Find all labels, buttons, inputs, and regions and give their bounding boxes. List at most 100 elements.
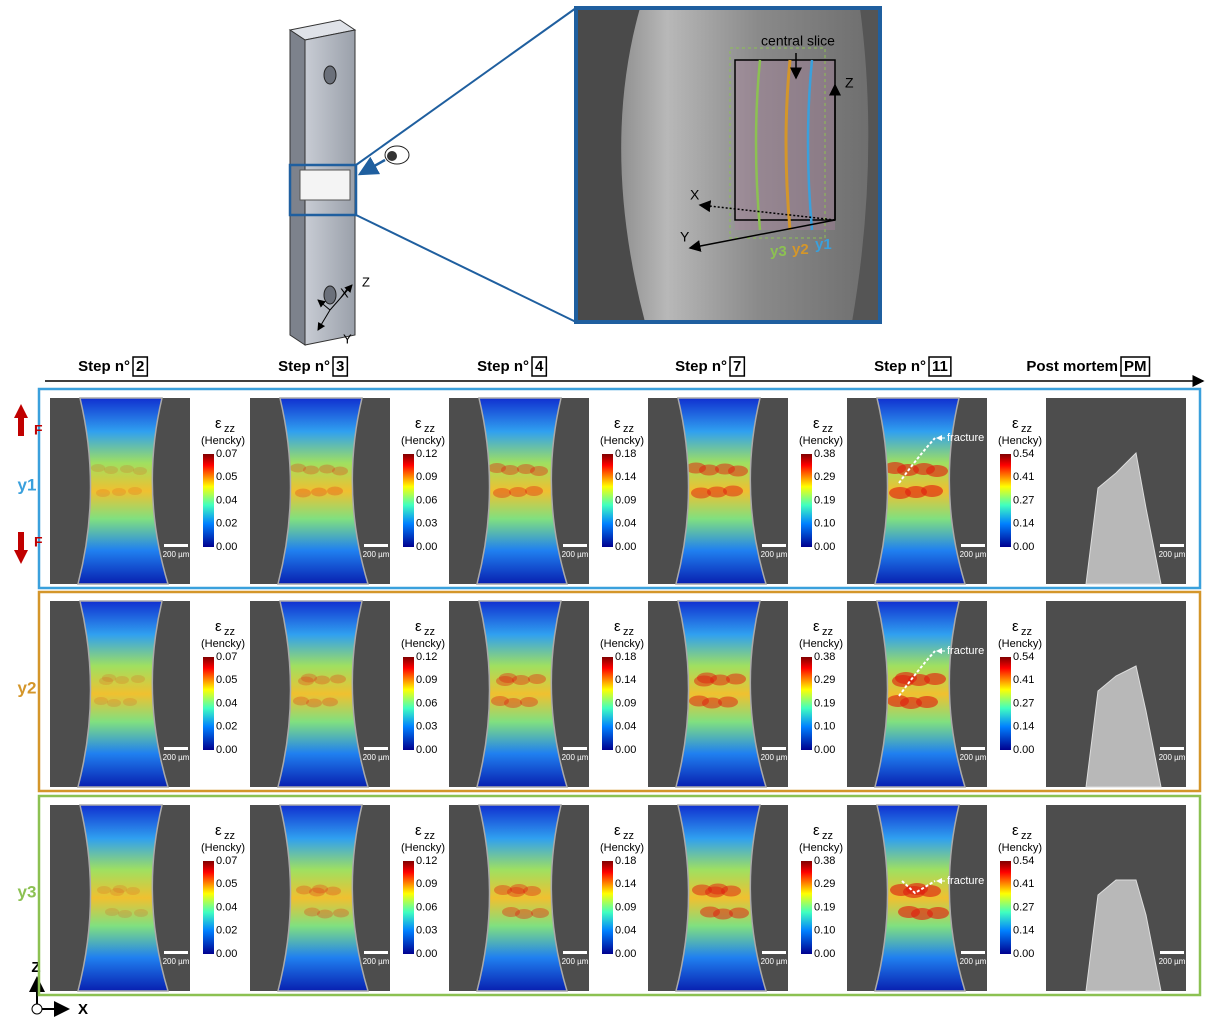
colorbar-tick: 0.00 — [216, 541, 237, 553]
hot-spot — [113, 885, 127, 893]
step-number: 4 — [535, 358, 544, 375]
edge — [277, 397, 370, 585]
edge — [476, 600, 569, 788]
colorbar-tick: 0.09 — [615, 697, 636, 709]
edge — [675, 397, 768, 585]
hot-spot — [97, 886, 111, 894]
step-label: Step n° — [78, 358, 130, 375]
hot-spot — [330, 674, 346, 684]
zoom-panel: central slice Z X Y y3 y2 y1 — [574, 6, 882, 324]
axis-label: Y — [343, 331, 352, 346]
colorbar-tick: 0.03 — [416, 925, 437, 937]
fracture-label: fracture — [947, 875, 984, 887]
edge — [277, 804, 370, 992]
colorbar-tick: 0.00 — [216, 948, 237, 960]
colorbar-subscript: zz — [1021, 830, 1032, 842]
colorbar-subscript: zz — [623, 423, 634, 435]
colorbar-tick: 0.10 — [814, 925, 835, 937]
colorbar-unit: (Hencky) — [600, 638, 644, 650]
axis-label: Z — [362, 274, 370, 289]
colorbar-tick: 0.18 — [615, 855, 636, 867]
colorbar-tick: 0.19 — [814, 494, 835, 506]
hot-spot — [333, 908, 349, 918]
scale-label: 200 µm — [363, 957, 390, 966]
colorbar-tick: 0.00 — [814, 948, 835, 960]
post-mortem-shape — [1085, 879, 1162, 992]
row-label: y1 — [18, 475, 37, 494]
row-label: y3 — [18, 882, 37, 901]
hot-spot — [110, 888, 124, 896]
colorbar-unit: (Hencky) — [600, 842, 644, 854]
force-label: F — [34, 534, 43, 550]
colorbar — [403, 454, 414, 547]
colorbar-subscript: zz — [1021, 626, 1032, 638]
hot-spot — [123, 698, 137, 706]
colorbar-symbol: ε — [1012, 415, 1019, 432]
colorbar-unit: (Hencky) — [799, 435, 843, 447]
colorbar-tick: 0.02 — [216, 721, 237, 733]
scale-label: 200 µm — [363, 550, 390, 559]
colorbar — [1000, 454, 1011, 547]
edge — [476, 804, 569, 992]
edge — [675, 600, 768, 788]
colorbar-tick: 0.04 — [216, 697, 237, 709]
colorbar-symbol: ε — [1012, 618, 1019, 635]
colorbar-tick: 0.14 — [615, 471, 636, 483]
scale-label: 200 µm — [363, 753, 390, 762]
hot-spot — [705, 886, 725, 898]
colorbar-subscript: zz — [224, 423, 235, 435]
colorbar-subscript: zz — [424, 423, 435, 435]
hot-spot — [509, 487, 527, 497]
step-box — [928, 356, 952, 377]
colorbar-symbol: ε — [813, 822, 820, 839]
colorbar-tick: 0.06 — [416, 697, 437, 709]
axis-label: X — [690, 187, 700, 203]
step-label: Step n° — [278, 358, 330, 375]
hot-spot — [911, 908, 933, 920]
scale-bar — [563, 951, 587, 954]
scale-bar — [164, 747, 188, 750]
colorbar-tick: 0.07 — [216, 855, 237, 867]
colorbar-tick: 0.04 — [216, 494, 237, 506]
colorbar-unit: (Hencky) — [998, 435, 1042, 447]
axis-label: Z — [845, 75, 854, 91]
colorbar-tick: 0.14 — [1013, 721, 1034, 733]
step-number: PM — [1124, 358, 1147, 375]
hot-spot — [694, 675, 714, 687]
hot-spot — [317, 909, 333, 919]
scale-bar — [961, 544, 985, 547]
colorbar-tick: 0.38 — [814, 855, 835, 867]
colorbar-tick: 0.07 — [216, 448, 237, 460]
colorbar-tick: 0.04 — [615, 721, 636, 733]
hot-spot — [921, 485, 943, 497]
hot-spot — [501, 465, 519, 475]
edge — [874, 600, 967, 788]
hot-spot — [729, 907, 749, 919]
step-number: 2 — [136, 358, 144, 375]
colorbar-unit: (Hencky) — [401, 435, 445, 447]
frame-axes: Z X — [29, 959, 88, 1018]
hot-spot — [510, 884, 528, 894]
colorbar-tick: 0.00 — [1013, 948, 1034, 960]
edge — [77, 600, 170, 788]
colorbar-tick: 0.00 — [416, 541, 437, 553]
hot-spot — [296, 885, 312, 895]
step-label: Step n° — [874, 358, 926, 375]
scale-label: 200 µm — [163, 550, 190, 559]
hot-spot — [493, 488, 511, 498]
hot-spot — [916, 696, 938, 708]
hot-spot — [919, 885, 941, 897]
step-box — [531, 356, 548, 377]
row-frame — [37, 590, 1202, 793]
colorbar-tick: 0.38 — [814, 651, 835, 663]
hot-spot — [499, 673, 517, 683]
colorbar-subscript: zz — [1021, 423, 1032, 435]
colorbar-tick: 0.00 — [615, 541, 636, 553]
post-mortem-shape — [1085, 665, 1162, 788]
colorbar-symbol: ε — [215, 415, 222, 432]
hot-spot — [322, 697, 338, 707]
hot-spot — [496, 676, 514, 686]
colorbar-tick: 0.19 — [814, 697, 835, 709]
step-box — [729, 356, 746, 377]
colorbar-tick: 0.00 — [1013, 541, 1034, 553]
